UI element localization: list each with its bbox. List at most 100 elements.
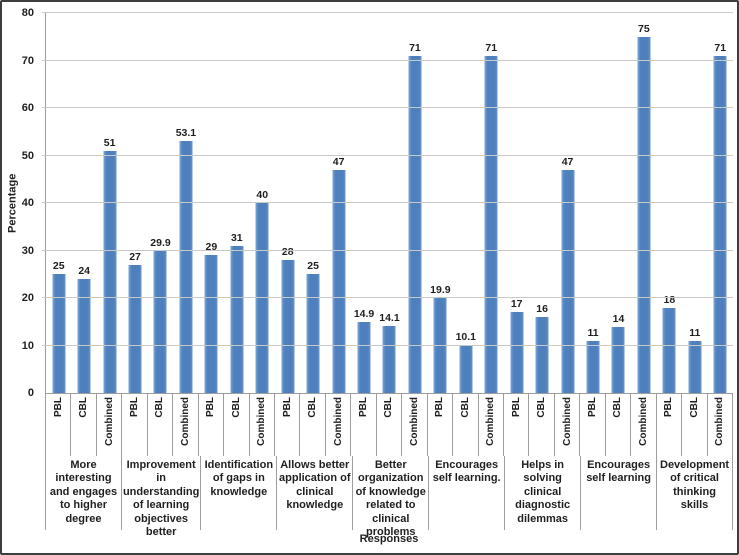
bar-cell: 71 [708, 13, 733, 393]
gridline [42, 59, 733, 61]
series-tick-cell: CBL [148, 394, 174, 456]
series-tick-cell: Combined [97, 394, 123, 456]
series-tick-label: PBL [205, 397, 217, 417]
series-tick-label: Combined [637, 397, 649, 446]
series-tick-group: PBL CBL Combined [580, 394, 657, 456]
x-axis-series-labels: PBL CBL Combined PBL CBL Combined PBL CBL Combin… [45, 394, 733, 456]
series-tick-cell: PBL [351, 394, 377, 456]
data-label: 10.1 [455, 331, 477, 344]
bar-cell: 25 [300, 13, 325, 393]
bar-cell: 29.9 [148, 13, 173, 393]
bar [662, 307, 676, 393]
category-label: Development of critical thinking skills [657, 456, 734, 530]
data-label: 25 [307, 260, 319, 273]
bar-cell: 27 [122, 13, 147, 393]
data-label: 53.1 [175, 126, 197, 139]
data-label: 71 [714, 41, 727, 54]
series-tick-cell: Combined [479, 394, 504, 456]
series-tick-label: PBL [587, 397, 599, 417]
series-tick-label: PBL [358, 397, 370, 417]
data-label: 11 [587, 326, 599, 339]
bar [332, 169, 346, 393]
gridline [42, 249, 733, 251]
bar [688, 340, 702, 393]
series-tick-group: PBL CBL Combined [351, 394, 428, 456]
bar-group: 25 24 51 [46, 13, 122, 393]
series-tick-label: CBL [307, 397, 319, 418]
bar-cell: 24 [71, 13, 96, 393]
bar [637, 36, 651, 393]
bar-cell: 40 [250, 13, 275, 393]
series-tick-cell: CBL [377, 394, 403, 456]
data-label: 19.9 [430, 284, 451, 297]
data-label: 40 [256, 189, 269, 201]
bar [128, 264, 142, 393]
bar-cell: 18 [657, 13, 682, 393]
category-label: Encourages self learning [581, 456, 658, 530]
series-tick-cell: Combined [555, 394, 581, 456]
data-label: 71 [409, 41, 421, 54]
data-label: 71 [485, 41, 498, 54]
series-tick-cell: CBL [682, 394, 708, 456]
y-axis-tick-labels: 0 10 20 30 40 50 60 70 80 [2, 7, 39, 399]
bar-group: 11 14 75 [580, 13, 656, 393]
y-axis-tick-label: 50 [21, 150, 34, 162]
series-tick-label: PBL [510, 397, 522, 417]
series-tick-label: PBL [434, 397, 446, 417]
series-tick-cell: CBL [224, 394, 250, 456]
x-axis-category-labels: More interesting and engages to higher d… [45, 456, 734, 538]
series-tick-group: PBL CBL Combined [199, 394, 275, 456]
data-label: 25 [52, 260, 65, 273]
bar [230, 245, 244, 393]
series-tick-cell: CBL [300, 394, 326, 456]
y-axis-tick-label: 30 [21, 245, 34, 257]
bar-cell: 25 [46, 13, 71, 393]
bar [306, 274, 320, 393]
bar [281, 260, 295, 393]
series-tick-cell: PBL [275, 394, 301, 456]
bar-cell: 11 [580, 13, 605, 393]
series-tick-label: CBL [78, 397, 90, 418]
bar-cell: 16 [529, 13, 554, 393]
bar-cell: 47 [555, 13, 580, 393]
bar [713, 55, 727, 393]
bar [77, 279, 91, 393]
bar [459, 345, 473, 393]
series-tick-cell: Combined [326, 394, 352, 456]
series-tick-cell: Combined [173, 394, 199, 456]
series-tick-cell: PBL [122, 394, 148, 456]
bar [510, 312, 524, 393]
y-axis-tick-label: 60 [21, 102, 34, 114]
bar-cell: 71 [479, 13, 504, 393]
series-tick-label: Combined [179, 397, 191, 446]
series-tick-cell: Combined [708, 394, 733, 456]
series-tick-label: CBL [688, 397, 700, 418]
data-label: 11 [689, 326, 701, 339]
bar [179, 140, 193, 393]
bar [357, 322, 371, 393]
bar-cell: 53.1 [173, 13, 198, 393]
data-label: 24 [78, 265, 90, 277]
bar-cell: 29 [199, 13, 224, 393]
category-label: Identification of gaps in knowledge [201, 456, 278, 530]
data-label: 14.1 [379, 312, 400, 325]
series-tick-label: CBL [383, 397, 395, 418]
data-label: 16 [536, 303, 548, 315]
bar [586, 340, 600, 393]
bar-cell: 14 [606, 13, 631, 393]
bar-group: 28 25 47 [275, 13, 351, 393]
bar [433, 298, 447, 393]
bar [382, 326, 396, 393]
bar-cell: 51 [97, 13, 122, 393]
gridline [42, 107, 733, 108]
series-tick-cell: Combined [250, 394, 275, 456]
bar [153, 250, 167, 393]
bar-group: 29 31 40 [199, 13, 275, 393]
bar-cell: 71 [402, 13, 427, 393]
y-axis-tick-label: 40 [21, 197, 34, 209]
category-label: Allows better application of clinical kn… [277, 456, 354, 530]
data-label: 14 [612, 312, 625, 325]
bar-cell: 47 [326, 13, 351, 393]
bar [255, 203, 269, 393]
bar-cell: 10.1 [453, 13, 478, 393]
